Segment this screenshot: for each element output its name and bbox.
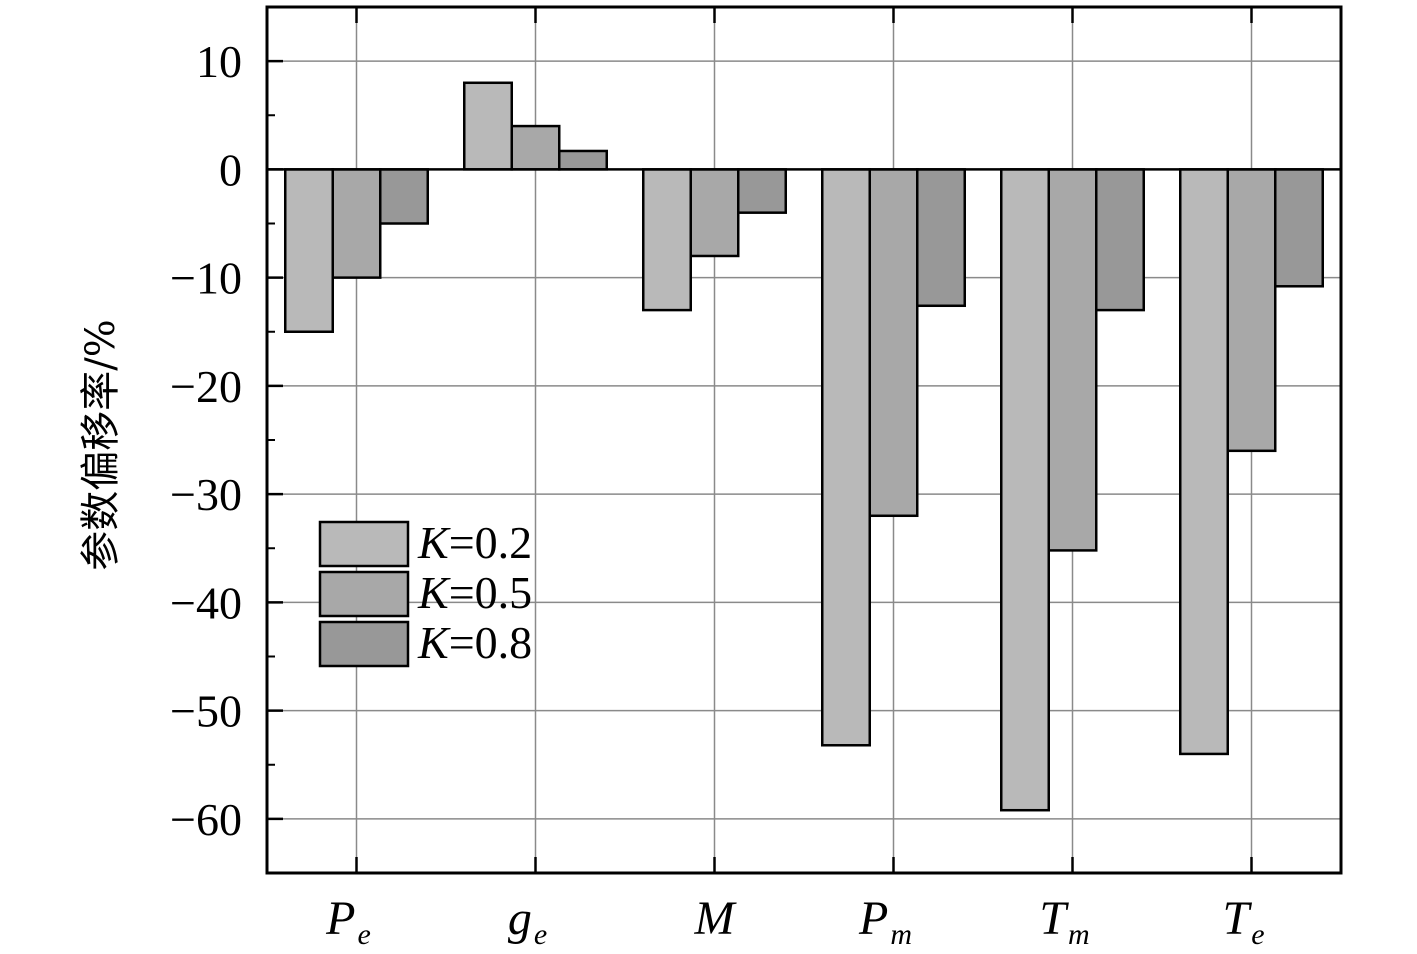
legend-swatch <box>318 520 410 568</box>
bar <box>558 149 608 171</box>
y-tick-label: −60 <box>170 794 242 845</box>
legend-label: K=0.2 <box>417 517 532 568</box>
y-tick-label: −20 <box>170 361 242 412</box>
x-tick-label: Pe <box>325 892 371 951</box>
y-tick-label: −50 <box>170 686 242 737</box>
bar <box>1179 168 1229 756</box>
bar <box>1274 168 1324 288</box>
axes <box>265 5 1343 875</box>
bar <box>1000 168 1050 812</box>
bar <box>916 168 966 308</box>
bar <box>331 168 382 279</box>
y-tick-labels: 10 0 −10 −20 −30 −40 −50 −60 <box>170 36 242 845</box>
bar <box>463 81 513 171</box>
x-tick-label: M <box>694 892 738 945</box>
x-tick-label: Te <box>1222 892 1264 951</box>
bar <box>642 168 692 312</box>
bar <box>510 124 561 171</box>
y-tick-label: 0 <box>219 144 242 195</box>
y-tick-label: −40 <box>170 577 242 628</box>
legend-label: K=0.5 <box>417 567 532 618</box>
legend-swatch <box>318 620 410 668</box>
bar <box>284 168 334 333</box>
y-tick-label: 10 <box>196 36 242 87</box>
bar <box>1047 168 1098 552</box>
x-tick-label: Pm <box>858 892 912 951</box>
bar <box>737 168 787 214</box>
legend: K=0.2K=0.5K=0.8 <box>318 517 532 668</box>
x-tick-labels: Pe ge M Pm Tm Te <box>325 892 1264 951</box>
bar <box>689 168 740 258</box>
x-tick-label: Tm <box>1039 892 1089 951</box>
bar <box>821 168 871 747</box>
legend-label: K=0.8 <box>417 617 532 668</box>
y-axis-label: 参数偏移率/% <box>78 319 124 571</box>
bar <box>1095 168 1145 312</box>
bar-group <box>284 81 1324 812</box>
y-tick-label: −30 <box>170 469 242 520</box>
x-tick-label: ge <box>508 892 547 951</box>
bar <box>379 168 429 225</box>
bar <box>1226 168 1277 453</box>
y-tick-label: −10 <box>170 253 242 304</box>
bar <box>868 168 919 518</box>
legend-swatch <box>318 570 410 618</box>
